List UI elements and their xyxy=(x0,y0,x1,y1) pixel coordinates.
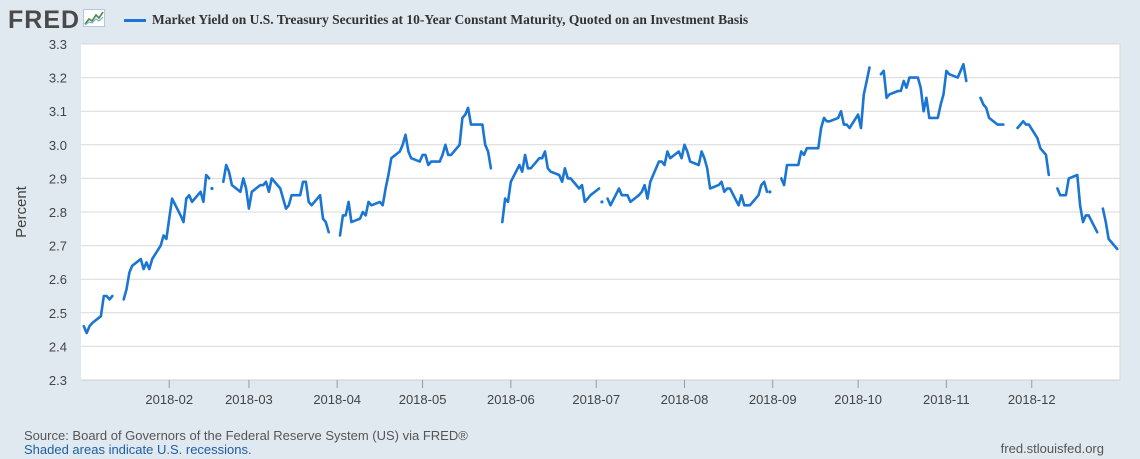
x-tick-label: 2018-08 xyxy=(661,392,709,407)
x-tick-label: 2018-03 xyxy=(225,392,273,407)
y-tick-label: 3.0 xyxy=(49,138,67,153)
x-tick-label: 2018-04 xyxy=(313,392,361,407)
series-line-segment xyxy=(879,62,968,120)
y-tick-label: 3.3 xyxy=(49,37,67,52)
legend-label: Market Yield on U.S. Treasury Securities… xyxy=(152,12,749,27)
legend: Market Yield on U.S. Treasury Securities… xyxy=(124,12,748,28)
graph-icon xyxy=(83,9,106,32)
series-point xyxy=(768,190,772,194)
series-line-segment xyxy=(779,66,871,187)
logo-text: FRED xyxy=(8,6,81,34)
recession-note-link[interactable]: Shaded areas indicate U.S. recessions. xyxy=(24,442,252,457)
fred-logo[interactable]: FRED xyxy=(8,6,106,35)
y-tick-label: 2.4 xyxy=(49,339,67,354)
series-lines xyxy=(82,62,1119,335)
series-line-segment xyxy=(222,163,331,234)
series-line-segment xyxy=(500,150,601,224)
grid xyxy=(81,43,1121,381)
series-point xyxy=(210,186,214,191)
x-tick-label: 2018-10 xyxy=(834,392,882,407)
series-line-segment xyxy=(122,173,211,301)
series-line-segment xyxy=(338,106,493,237)
series-line-segment xyxy=(979,96,1005,126)
x-tick-label: 2018-05 xyxy=(399,392,447,407)
y-tick-label: 3.1 xyxy=(49,104,67,119)
y-axis-label: Percent xyxy=(13,185,30,238)
y-tick-label: 3.2 xyxy=(49,71,67,86)
x-tick-label: 2018-11 xyxy=(923,392,970,407)
x-tick-label: 2018-09 xyxy=(749,392,797,407)
y-tick-label: 2.6 xyxy=(49,272,67,287)
source-note: Source: Board of Governors of the Federa… xyxy=(24,428,468,443)
y-tick-label: 2.8 xyxy=(49,205,67,220)
x-axis: 2018-02 2018-03 2018-04 2018-05 2018-06 2018-… xyxy=(145,380,1056,407)
x-tick-label: 2018-06 xyxy=(487,392,535,407)
series-line-segment xyxy=(606,143,769,207)
series-line-segment xyxy=(1056,173,1099,234)
x-tick-label: 2018-12 xyxy=(1008,392,1056,407)
site-url-link[interactable]: fred.stlouisfed.org xyxy=(1000,441,1104,456)
series-point xyxy=(600,200,604,204)
x-tick-label: 2018-07 xyxy=(572,392,620,407)
y-tick-label: 2.5 xyxy=(49,306,67,321)
x-tick-label: 2018-02 xyxy=(145,392,193,407)
y-tick-label: 2.7 xyxy=(49,239,67,254)
series-line-segment xyxy=(1101,207,1119,251)
y-tick-label: 2.3 xyxy=(49,373,67,388)
header: FRED Market Yield on U.S. Treasury Secur… xyxy=(0,0,1140,40)
series-line-segment xyxy=(82,294,114,335)
legend-swatch xyxy=(124,18,146,22)
y-tick-label: 2.9 xyxy=(49,171,67,186)
series-line-segment xyxy=(1016,120,1051,177)
y-axis: 2.3 2.4 2.5 2.6 2.7 2.8 2.9 3.0 3.1 3.2 3.3 xyxy=(49,37,67,388)
